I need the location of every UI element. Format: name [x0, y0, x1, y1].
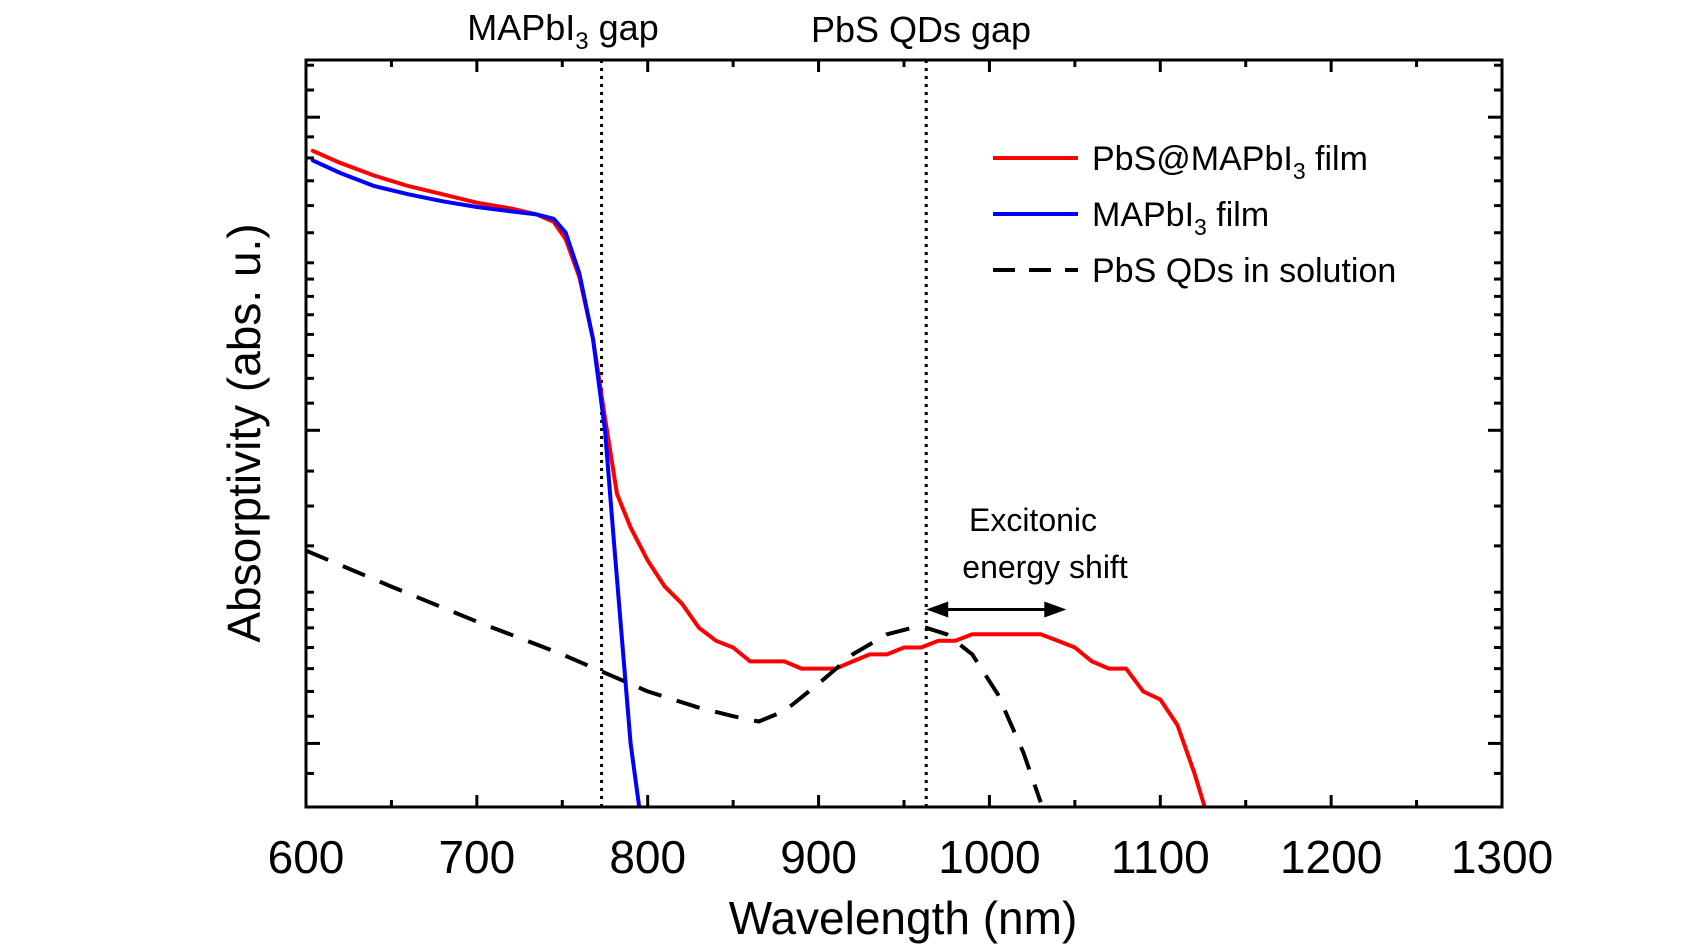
series-line-2: [306, 548, 1043, 803]
arrow-head-left: [926, 601, 949, 618]
series-line-1: [310, 158, 642, 807]
x-tick-label-6: 1200: [1280, 831, 1382, 883]
x-axis-title: Wavelength (nm): [729, 892, 1078, 944]
excitonic-shift-arrow: [926, 601, 1067, 618]
legend-label-pbs-qds: PbS QDs in solution: [1092, 252, 1396, 290]
x-tick-labels: 600 700 800 900 1000 1100 1200 1300: [268, 831, 1554, 883]
mapbi3-gap-label: MAPbI3 gap: [467, 7, 658, 55]
legend-label-mapbi3: MAPbI3 film: [1092, 196, 1269, 240]
x-tick-label-5: 1100: [1111, 831, 1210, 883]
x-tick-label-2: 800: [609, 831, 686, 883]
excitonic-shift-label-line1: Excitonic: [969, 502, 1097, 538]
y-axis-title: Absorptivity (abs. u.): [218, 223, 270, 642]
x-tick-label-3: 900: [780, 831, 857, 883]
pbs-qds-gap-label: PbS QDs gap: [811, 9, 1031, 50]
legend: PbS@MAPbI3 film MAPbI3 film PbS QDs in s…: [993, 140, 1396, 290]
axis-ticks: [304, 60, 1504, 807]
x-tick-label-4: 1000: [938, 831, 1040, 883]
x-tick-label-1: 700: [438, 831, 515, 883]
x-tick-label-0: 600: [268, 831, 345, 883]
excitonic-shift-label-line2: energy shift: [962, 549, 1128, 585]
series-line-0: [310, 148, 1207, 807]
vertical-gap-markers: [600, 60, 928, 807]
series-layer: [306, 148, 1207, 807]
x-tick-label-7: 1300: [1451, 831, 1553, 883]
arrow-head-right: [1044, 601, 1067, 618]
legend-label-pbs-mapbi3: PbS@MAPbI3 film: [1092, 140, 1368, 184]
